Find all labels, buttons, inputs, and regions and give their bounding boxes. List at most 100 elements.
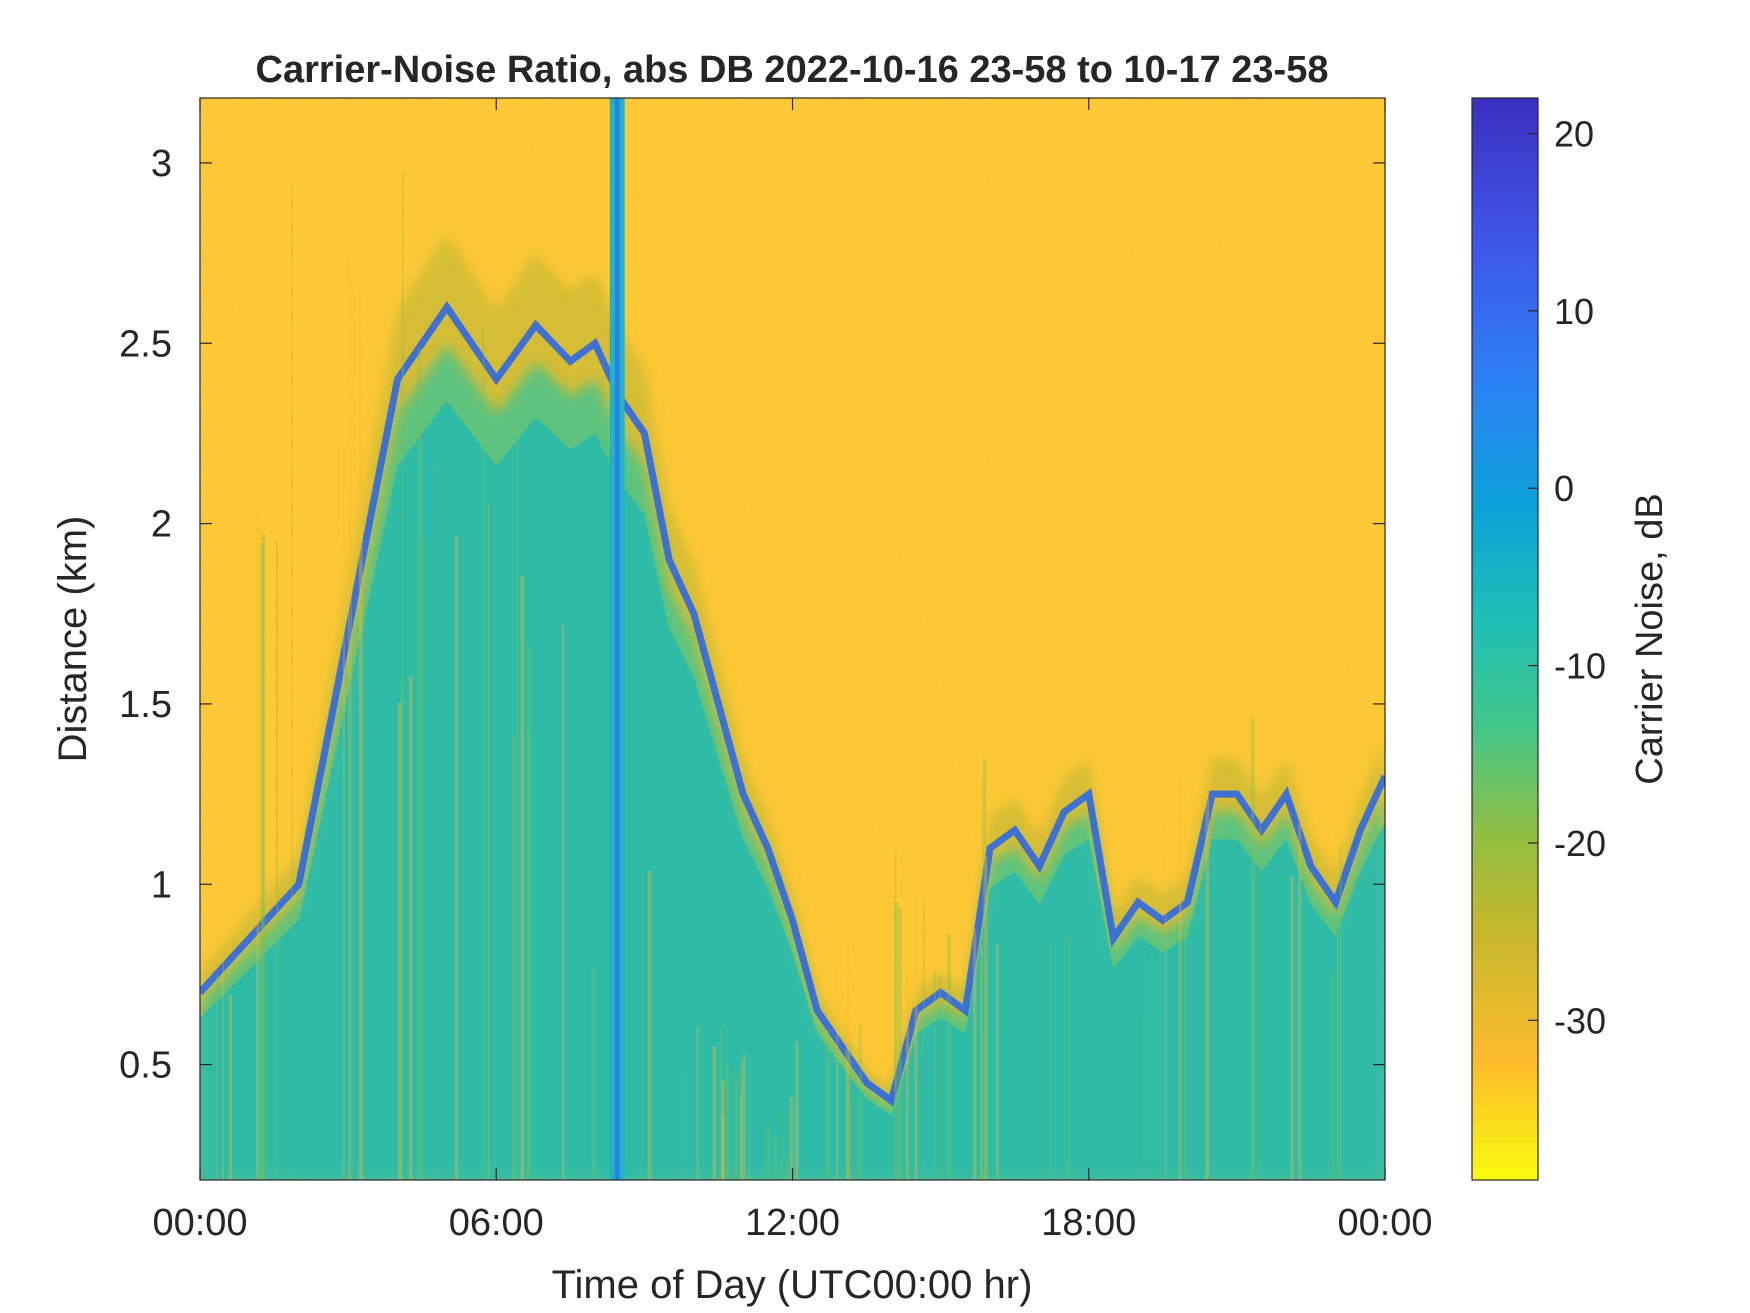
streak (982, 759, 986, 1180)
streak (923, 900, 925, 1180)
streak (848, 1043, 852, 1180)
streak (408, 676, 413, 1180)
streak (343, 448, 345, 1180)
x-axis: 00:00 06:00 12:00 18:00 00:00 (152, 98, 1433, 1244)
streak (934, 971, 937, 1180)
streak (437, 468, 439, 1180)
streak (520, 575, 525, 1180)
streak (399, 683, 401, 1180)
streak (228, 995, 232, 1180)
y-tick-label: 2.5 (119, 323, 172, 365)
streak (740, 1062, 744, 1180)
streak (516, 440, 519, 1180)
boundary-layer-echo (200, 170, 1385, 1180)
streak (766, 1122, 770, 1180)
colorbar-tick-label: 0 (1554, 468, 1574, 509)
streak (740, 1093, 742, 1180)
streak (1259, 820, 1262, 1180)
streak (743, 1053, 746, 1180)
x-tick-label: 00:00 (152, 1202, 247, 1244)
streak (215, 975, 218, 1180)
echo-layer-teal (200, 401, 1385, 1180)
streak (482, 327, 485, 1180)
streak (256, 511, 260, 1180)
streak (720, 1081, 725, 1180)
streak (905, 972, 909, 1180)
streak (1331, 972, 1335, 1180)
streak (261, 533, 266, 1180)
streak (401, 170, 404, 1180)
x-tick-label: 18:00 (1041, 1202, 1136, 1244)
streak (789, 1097, 794, 1180)
streak (721, 1116, 725, 1180)
y-tick-label: 0.5 (119, 1045, 172, 1087)
streak (712, 1046, 717, 1180)
streak (836, 967, 838, 1180)
strong-echo-column (609, 98, 625, 1180)
streak (725, 1065, 729, 1180)
streak (200, 1019, 202, 1180)
streak (947, 933, 951, 1180)
streak (748, 1132, 751, 1180)
y-tick-label: 3 (151, 143, 172, 185)
streak (348, 255, 350, 1180)
streak (512, 736, 515, 1180)
streak (350, 291, 352, 1180)
streak (420, 539, 424, 1180)
streak (455, 536, 459, 1180)
y-tick-label: 1 (151, 864, 172, 906)
streak (785, 1153, 788, 1180)
streak (1165, 808, 1167, 1180)
colorbar (1471, 97, 1539, 1181)
streak (734, 1075, 739, 1180)
y-tick-label: 2 (151, 504, 172, 546)
chart-title: Carrier-Noise Ratio, abs DB 2022-10-16 2… (256, 49, 1329, 91)
streak (996, 944, 999, 1180)
streak (1290, 877, 1294, 1180)
streak (527, 644, 531, 1180)
streak (696, 1026, 699, 1180)
streak (1252, 881, 1255, 1180)
streak (1339, 844, 1342, 1180)
streak (781, 1109, 783, 1180)
streak (859, 1024, 862, 1180)
streak (939, 974, 941, 1180)
y-tick-label: 1.5 (119, 684, 172, 726)
colorbar-tick-label: -10 (1554, 646, 1606, 687)
streak (291, 186, 293, 1180)
colorbar-tick-label: 20 (1554, 113, 1594, 154)
streak (1151, 954, 1153, 1180)
streak (836, 1051, 838, 1180)
streak (487, 503, 490, 1180)
streak (979, 965, 981, 1180)
streak (795, 1041, 799, 1180)
streak (845, 943, 850, 1180)
x-tick-label: 06:00 (449, 1202, 544, 1244)
colorbar-tick-label: -20 (1554, 823, 1606, 864)
streak (825, 1029, 830, 1180)
streak (733, 1063, 735, 1180)
y-axis: 0.5 1 1.5 2 2.5 3 (119, 143, 1385, 1087)
colorbar-label: Carrier Noise, dB (1629, 493, 1671, 784)
streak (647, 870, 652, 1180)
streak (222, 961, 224, 1180)
streak (894, 849, 897, 1180)
heatmap-plot-area (200, 98, 1385, 1180)
colorbar-ticks: 20 10 0 -10 -20 -30 (1528, 113, 1606, 1041)
streak (1136, 1011, 1138, 1180)
streak (527, 732, 529, 1180)
streak (276, 540, 278, 1180)
echo-column-core (614, 98, 620, 1180)
streak (914, 896, 918, 1180)
streak (679, 1072, 681, 1180)
streak (984, 855, 988, 1180)
streak (1049, 943, 1052, 1180)
x-tick-label: 12:00 (745, 1202, 840, 1244)
streak (591, 967, 595, 1180)
streak (1067, 938, 1071, 1180)
streak (561, 625, 565, 1180)
streak (361, 569, 363, 1180)
streak (774, 1136, 777, 1180)
x-tick-label: 00:00 (1337, 1202, 1432, 1244)
streak (857, 1100, 860, 1180)
